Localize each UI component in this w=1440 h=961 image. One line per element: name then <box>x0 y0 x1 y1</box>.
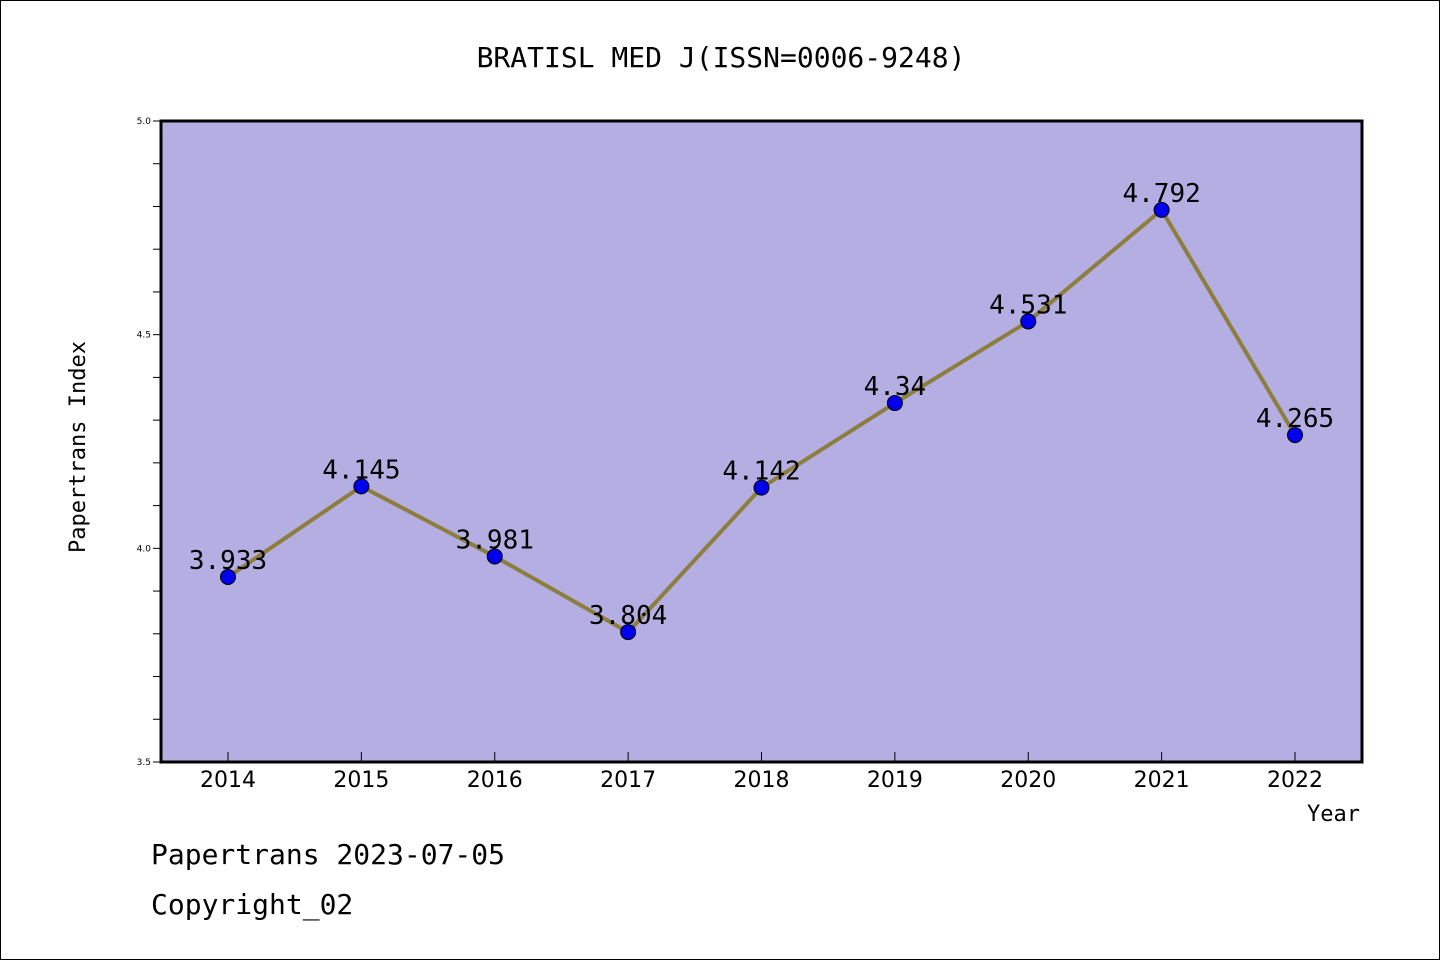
data-point-marker <box>486 548 503 565</box>
x-tick-label: 2021 <box>1134 768 1190 793</box>
x-tick-label: 2019 <box>867 768 923 793</box>
x-axis-tick-labels: 2014 2015 2016 2017 2018 2019 2020 2021 2022 <box>200 768 1323 793</box>
data-value-label: 4.34 <box>864 372 927 402</box>
footer-date: Papertrans 2023-07-05 <box>151 838 505 871</box>
x-tick-label: 2015 <box>333 768 389 793</box>
x-axis-label: Year <box>1307 802 1360 827</box>
data-value-label: 4.265 <box>1256 404 1334 434</box>
x-tick-label: 2014 <box>200 768 256 793</box>
y-axis-label: Papertrans Index <box>66 341 91 553</box>
data-value-label: 3.804 <box>589 601 667 631</box>
data-markers <box>220 201 1303 641</box>
y-tick-label: 4.5 <box>137 331 151 341</box>
footer-copyright: Copyright_02 <box>151 888 353 922</box>
y-tick-label: 4.0 <box>137 544 152 554</box>
y-tick-label: 3.5 <box>137 758 151 768</box>
x-tick-label: 2020 <box>1000 768 1056 793</box>
data-point-marker <box>1020 313 1037 330</box>
y-axis-tick-labels: 3.5 4.0 4.5 5.0 <box>137 117 152 768</box>
data-value-label: 3.933 <box>189 546 267 576</box>
data-point-marker <box>1287 427 1303 444</box>
data-value-label: 3.981 <box>456 525 534 555</box>
data-value-label: 4.792 <box>1122 179 1200 209</box>
x-tick-label: 2017 <box>600 768 656 793</box>
data-point-marker <box>620 624 637 641</box>
chart-title: BRATISL MED J(ISSN=0006-9248) <box>477 41 966 74</box>
y-tick-label: 5.0 <box>137 117 152 127</box>
data-point-marker <box>353 478 370 495</box>
x-tick-label: 2018 <box>734 768 790 793</box>
plot-border <box>159 119 1364 764</box>
data-value-label: 4.531 <box>989 290 1067 320</box>
data-value-label: 4.145 <box>322 455 400 485</box>
data-value-label: 4.142 <box>722 457 800 487</box>
x-tick-label: 2022 <box>1267 768 1323 793</box>
data-point-marker <box>1153 201 1170 218</box>
data-point-marker <box>886 395 903 412</box>
data-point-marker <box>220 568 236 585</box>
data-point-marker <box>753 479 770 496</box>
plot-area <box>161 121 1362 762</box>
x-tick-label: 2016 <box>467 768 523 793</box>
x-axis-ticks <box>227 752 1296 762</box>
data-labels: 3.933 4.145 3.981 3.804 4.142 4.34 4.531 4.792 4… <box>189 179 1334 631</box>
